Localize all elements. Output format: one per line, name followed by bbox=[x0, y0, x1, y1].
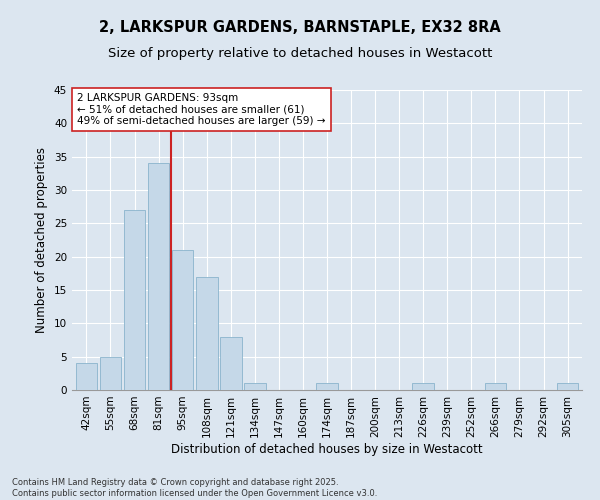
Bar bbox=[76, 364, 97, 390]
Bar bbox=[148, 164, 169, 390]
Bar bbox=[316, 384, 338, 390]
Y-axis label: Number of detached properties: Number of detached properties bbox=[35, 147, 49, 333]
X-axis label: Distribution of detached houses by size in Westacott: Distribution of detached houses by size … bbox=[171, 442, 483, 456]
Bar bbox=[172, 250, 193, 390]
Bar bbox=[485, 384, 506, 390]
Text: 2 LARKSPUR GARDENS: 93sqm
← 51% of detached houses are smaller (61)
49% of semi-: 2 LARKSPUR GARDENS: 93sqm ← 51% of detac… bbox=[77, 93, 326, 126]
Bar bbox=[124, 210, 145, 390]
Bar bbox=[196, 276, 218, 390]
Bar bbox=[244, 384, 266, 390]
Bar bbox=[557, 384, 578, 390]
Text: Size of property relative to detached houses in Westacott: Size of property relative to detached ho… bbox=[108, 48, 492, 60]
Bar bbox=[412, 384, 434, 390]
Bar bbox=[100, 356, 121, 390]
Bar bbox=[220, 336, 242, 390]
Text: Contains HM Land Registry data © Crown copyright and database right 2025.
Contai: Contains HM Land Registry data © Crown c… bbox=[12, 478, 377, 498]
Text: 2, LARKSPUR GARDENS, BARNSTAPLE, EX32 8RA: 2, LARKSPUR GARDENS, BARNSTAPLE, EX32 8R… bbox=[99, 20, 501, 35]
